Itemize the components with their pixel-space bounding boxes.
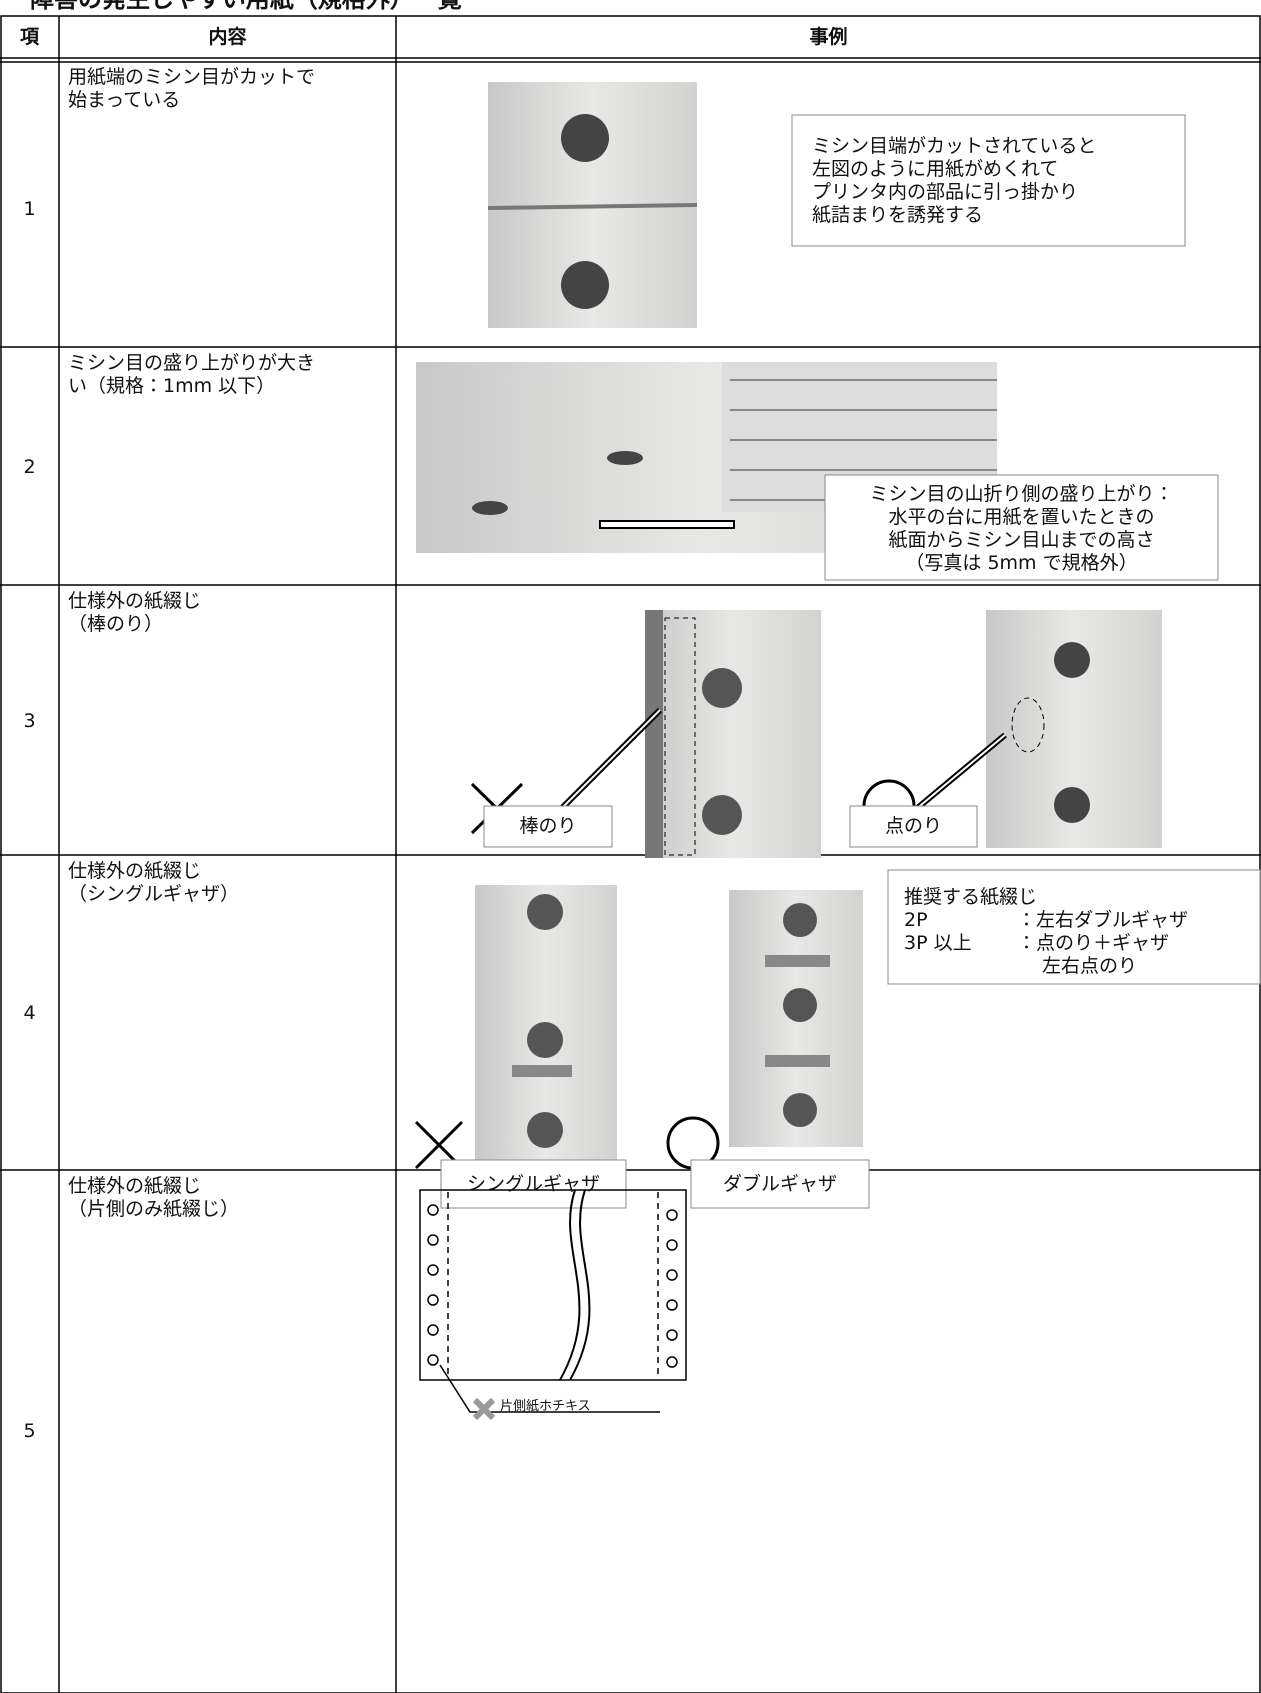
label-box: [849, 805, 978, 848]
label-box: [440, 1159, 627, 1209]
label-box: [690, 1159, 870, 1209]
label: 棒のり: [519, 815, 577, 837]
callout: プリンタ内の部品に引っ掛かり: [812, 181, 1079, 203]
row-number: 2: [23, 456, 36, 478]
note-text: 左右点のり: [1042, 955, 1138, 977]
callout: 左図のように用紙がめくれて: [812, 158, 1059, 180]
row-number: 1: [23, 198, 36, 220]
column-header: 内容: [208, 26, 247, 48]
content: ミシン目の盛り上がりが大き: [68, 352, 316, 374]
title: 障害の発生しやすい用紙（規格外）一覧: [30, 0, 462, 11]
caption: 片側紙ホチキス: [500, 1399, 591, 1414]
content: 用紙端のミシン目がカットで: [68, 66, 316, 88]
content: （片側のみ紙綴じ）: [68, 1198, 240, 1220]
label: シングルギャザ: [466, 1173, 600, 1195]
callout: 紙詰まりを誘発する: [812, 204, 984, 226]
callout-box: [791, 114, 1186, 247]
label-box: [483, 805, 613, 848]
diagram: [419, 1189, 687, 1413]
note-key: 3P 以上: [904, 932, 972, 954]
content: い（規格：1mm 以下）: [68, 375, 276, 397]
content: 仕様外の紙綴じ: [68, 590, 202, 612]
row-number: 3: [23, 710, 36, 732]
note-text: ：左右ダブルギャザ: [1017, 909, 1189, 931]
note-title: 推奨する紙綴じ: [904, 886, 1038, 908]
note-key: 2P: [904, 909, 928, 931]
column-header: 事例: [809, 26, 848, 48]
callout: 紙面からミシン目山までの高さ: [888, 529, 1155, 551]
photo: [645, 610, 1162, 858]
label: 点のり: [884, 815, 942, 837]
table-grid: [0, 15, 1261, 1693]
note-text: ：点のり＋ギャザ: [1017, 932, 1170, 954]
callout: ミシン目端がカットされていると: [812, 135, 1097, 157]
callout: 水平の台に用紙を置いたときの: [888, 506, 1155, 528]
content: （シングルギャザ）: [68, 883, 240, 905]
content: （棒のり）: [68, 613, 164, 635]
note-box: [887, 869, 1261, 985]
row-number: 4: [23, 1002, 36, 1024]
photo: [487, 82, 698, 328]
callout-box: [824, 474, 1219, 581]
photo: [475, 885, 863, 1160]
column-header: 項: [19, 26, 39, 48]
row-number: 5: [23, 1420, 36, 1442]
content: 始まっている: [68, 89, 181, 111]
callout: （写真は 5mm で規格外）: [905, 552, 1138, 574]
content: 仕様外の紙綴じ: [68, 1175, 202, 1197]
label: ダブルギャザ: [722, 1173, 837, 1195]
cross-icon: [472, 1397, 496, 1421]
content: 仕様外の紙綴じ: [68, 860, 202, 882]
callout: ミシン目の山折り側の盛り上がり：: [869, 483, 1174, 505]
